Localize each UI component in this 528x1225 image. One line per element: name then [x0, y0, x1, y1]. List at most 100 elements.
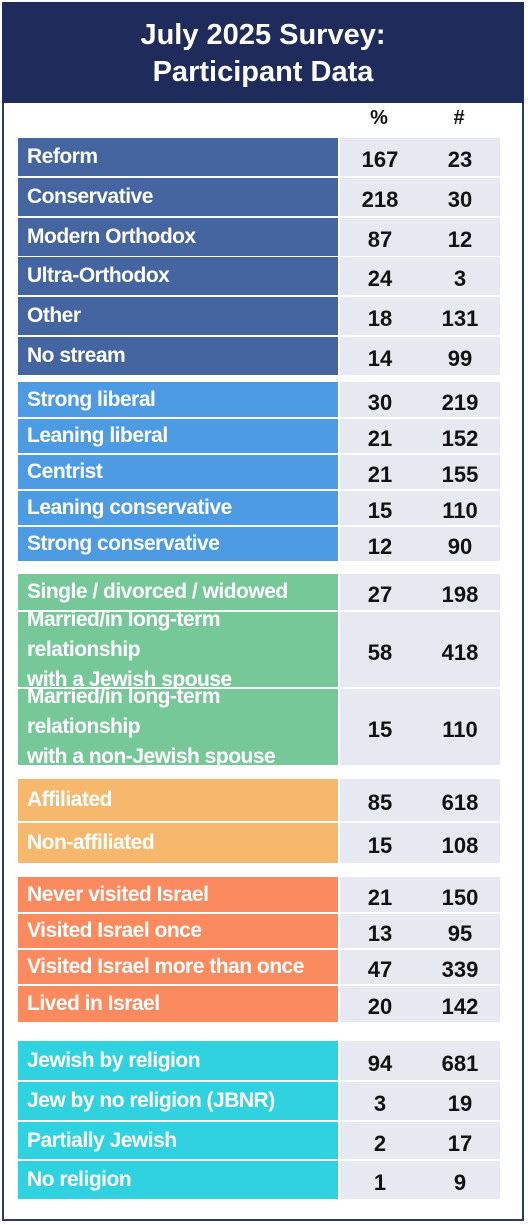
table-row: Ultra-Orthodox 24 3: [0, 257, 528, 297]
count-cell: 19: [420, 1082, 500, 1122]
percent-cell: 3: [340, 1082, 420, 1122]
row-label: Strong liberal: [18, 382, 338, 419]
row-label: Married/in long-term relationship with a …: [18, 608, 338, 691]
row-label: Reform: [18, 138, 338, 178]
percent-cell: 87: [340, 218, 420, 258]
table-row: No stream 14 99: [0, 337, 528, 377]
row-label-line: Lived in Israel: [27, 992, 160, 1015]
row-label-line: Reform: [27, 145, 98, 168]
count-cell: 339: [420, 950, 500, 986]
row-label-line: Visited Israel once: [27, 919, 202, 942]
percent-column-header: %: [370, 107, 388, 129]
row-label-line: Modern Orthodox: [27, 225, 196, 248]
row-label-line: Married/in long-term relationship: [27, 607, 221, 661]
count-cell: 9: [420, 1161, 500, 1201]
row-label: Visited Israel once: [18, 914, 338, 950]
table-row: Other 18 131: [0, 297, 528, 337]
row-label-line: with a Jewish spouse: [27, 667, 232, 691]
row-label-line: Visited Israel more than once: [27, 955, 304, 978]
row-label: No religion: [18, 1161, 338, 1201]
row-label: Married/in long-term relationship with a …: [18, 685, 338, 768]
table-row: Married/in long-term relationship with a …: [0, 685, 528, 768]
table-row: Reform 167 23: [0, 138, 528, 178]
count-cell: 17: [420, 1122, 500, 1161]
count-cell: 618: [420, 779, 500, 823]
title-line-2: Participant Data: [152, 56, 374, 88]
table-row: Jewish by religion 94 681: [0, 1041, 528, 1082]
percent-cell: 47: [340, 950, 420, 986]
percent-cell: 21: [340, 877, 420, 914]
count-cell: 95: [420, 914, 500, 950]
percent-cell: 15: [340, 491, 420, 527]
table-row: Partially Jewish 2 17: [0, 1122, 528, 1161]
count-cell: 198: [420, 574, 500, 612]
count-cell: 681: [420, 1041, 500, 1082]
row-label-line: Leaning liberal: [27, 424, 168, 447]
table-row: Non-affiliated 15 108: [0, 823, 528, 865]
row-label-line: Jew by no religion (JBNR): [27, 1089, 275, 1112]
row-label-line: with a non-Jewish spouse: [27, 745, 276, 768]
count-cell: 3: [420, 257, 500, 297]
row-label: Visited Israel more than once: [18, 950, 338, 986]
count-cell: 418: [420, 612, 500, 689]
percent-cell: 27: [340, 574, 420, 612]
count-cell: 110: [420, 491, 500, 527]
row-label-line: No religion: [27, 1168, 132, 1191]
row-label-line: Ultra-Orthodox: [27, 264, 170, 287]
percent-cell: 13: [340, 914, 420, 950]
table-row: Affiliated 85 618: [0, 779, 528, 823]
row-label-line: Non-affiliated: [27, 831, 155, 854]
table-row: Lived in Israel 20 142: [0, 986, 528, 1024]
row-label: Lived in Israel: [18, 986, 338, 1024]
row-label: Jew by no religion (JBNR): [18, 1082, 338, 1122]
percent-cell: 1: [340, 1161, 420, 1201]
title-line-1: July 2025 Survey:: [140, 19, 386, 51]
row-label: Affiliated: [18, 779, 338, 823]
count-cell: 152: [420, 419, 500, 455]
table-row: Strong liberal 30 219: [0, 382, 528, 419]
count-cell: 23: [420, 138, 500, 178]
percent-cell: 58: [340, 612, 420, 689]
count-cell: 108: [420, 823, 500, 865]
count-cell: 99: [420, 337, 500, 377]
row-label: Leaning conservative: [18, 491, 338, 527]
row-label: Strong conservative: [18, 527, 338, 563]
table-row: No religion 1 9: [0, 1161, 528, 1201]
row-label-line: Partially Jewish: [27, 1128, 177, 1152]
row-label-line: Affiliated: [27, 788, 112, 811]
row-label-line: Leaning conservative: [27, 496, 232, 519]
row-label-line: Single / divorced / widowed: [27, 580, 288, 603]
row-label: Leaning liberal: [18, 419, 338, 455]
row-label-line: Conservative: [27, 185, 153, 208]
row-label: Ultra-Orthodox: [18, 257, 338, 297]
count-cell: 30: [420, 178, 500, 218]
count-cell: 110: [420, 689, 500, 767]
page-title: July 2025 Survey: Participant Data: [2, 2, 524, 103]
table-row: Conservative 218 30: [0, 178, 528, 218]
percent-cell: 18: [340, 297, 420, 337]
row-label: Other: [18, 297, 338, 337]
percent-cell: 21: [340, 419, 420, 455]
percent-cell: 24: [340, 257, 420, 297]
row-label-line: Strong liberal: [27, 387, 156, 411]
percent-cell: 2: [340, 1122, 420, 1161]
row-label-line: Never visited Israel: [27, 882, 209, 906]
row-label: Conservative: [18, 178, 338, 218]
count-cell: 131: [420, 297, 500, 337]
row-label: Centrist: [18, 455, 338, 491]
percent-cell: 14: [340, 337, 420, 377]
percent-cell: 167: [340, 138, 420, 178]
table-row: Leaning liberal 21 152: [0, 419, 528, 455]
table-row: Jew by no religion (JBNR) 3 19: [0, 1082, 528, 1122]
row-label-line: Married/in long-term relationship: [27, 685, 221, 738]
table-row: Centrist 21 155: [0, 455, 528, 491]
count-cell: 150: [420, 877, 500, 914]
row-label: Single / divorced / widowed: [18, 574, 338, 612]
percent-cell: 15: [340, 689, 420, 767]
table-row: Married/in long-term relationship with a …: [0, 608, 528, 691]
table-row: Single / divorced / widowed 27 198: [0, 574, 528, 612]
percent-cell: 218: [340, 178, 420, 218]
row-label-line: Other: [27, 304, 81, 327]
row-label: Partially Jewish: [18, 1122, 338, 1161]
percent-cell: 12: [340, 527, 420, 563]
